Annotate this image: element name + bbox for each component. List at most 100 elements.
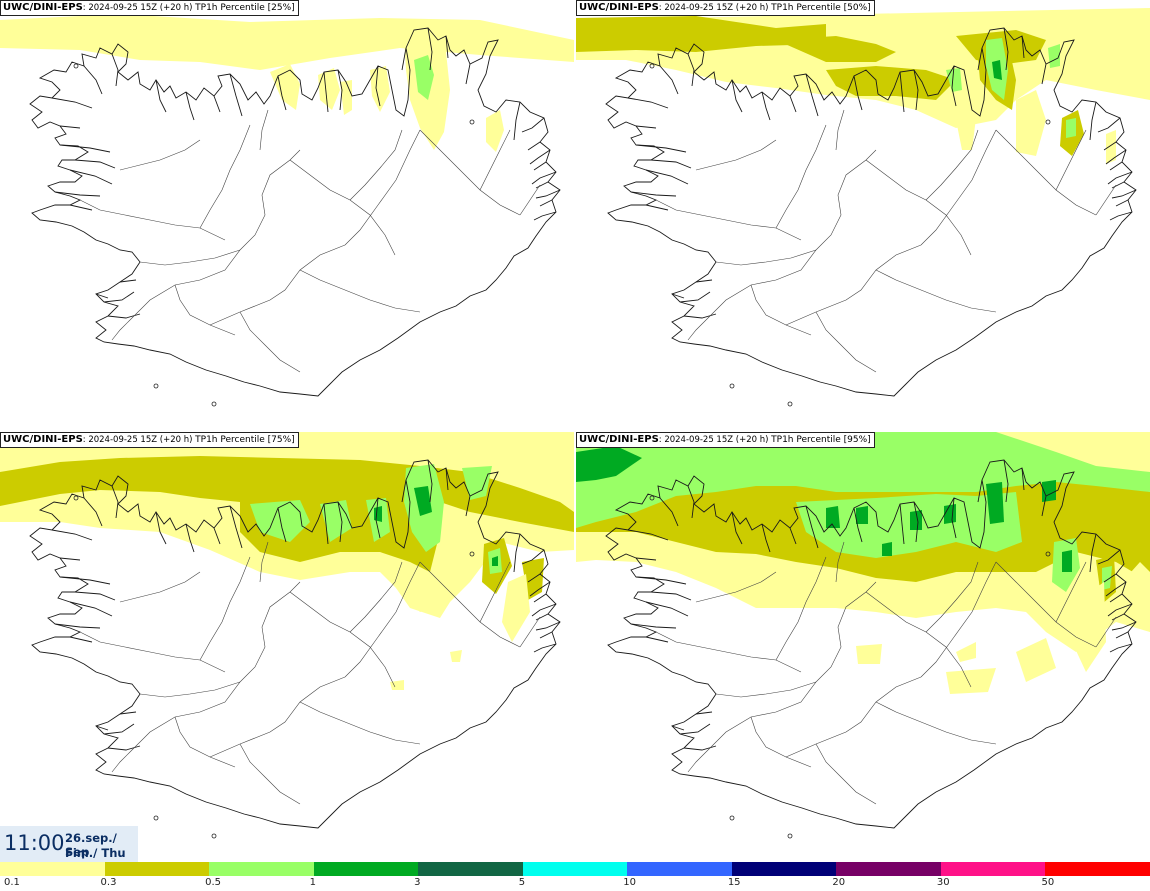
valid-time-clock: 11:00 — [4, 831, 65, 855]
fjord-line — [913, 501, 919, 543]
precip-area — [1102, 566, 1112, 590]
fjord-line — [951, 65, 957, 107]
boundary-line — [835, 109, 845, 151]
fjord-line — [659, 65, 679, 95]
fjord-line — [630, 191, 677, 197]
fjord-line — [1089, 533, 1097, 573]
fjord-line — [731, 511, 743, 545]
island — [469, 551, 475, 557]
boundary-line — [344, 561, 421, 678]
model-name: UWC/DINI-EPS — [3, 434, 83, 445]
fjord-line — [1103, 573, 1117, 583]
fjord-line — [185, 91, 195, 121]
fjord-line — [645, 169, 689, 185]
islands — [649, 63, 1051, 407]
boundary-line — [119, 139, 201, 171]
boundary-line — [775, 124, 827, 229]
boundary-line — [705, 149, 877, 321]
run-info: : 2024-09-25 15Z (+20 h) — [82, 3, 196, 13]
fjord-line — [977, 479, 983, 503]
islands — [73, 495, 475, 839]
fjord-line — [521, 117, 545, 133]
fjord-line — [531, 603, 557, 617]
fjord-line — [635, 576, 687, 585]
island — [211, 401, 217, 407]
field-name: TP1h Percentile [50%] — [771, 3, 871, 13]
fjord-line — [513, 533, 521, 573]
precip-map — [0, 14, 574, 407]
legend-swatch — [731, 862, 837, 876]
boundary-line — [835, 541, 845, 583]
fjord-line — [513, 101, 521, 141]
fjord-line — [671, 293, 685, 299]
fjord-line — [1109, 161, 1123, 171]
legend-tick-label: 0.1 — [4, 877, 20, 888]
fjord-line — [465, 63, 471, 85]
fjord-line — [119, 711, 137, 715]
boundary-line — [174, 284, 236, 336]
fjord-line — [229, 73, 243, 117]
fjord-line — [789, 95, 797, 113]
precip-area — [910, 510, 922, 530]
fjord-line — [1109, 593, 1123, 603]
legend-swatch — [627, 862, 733, 876]
fjord-line — [465, 495, 471, 517]
precip-area — [1072, 582, 1106, 672]
legend-swatch — [522, 862, 628, 876]
precip-map — [576, 432, 1150, 839]
fjord-line — [659, 497, 679, 527]
fjord-line — [51, 97, 93, 109]
boundary-line — [775, 556, 827, 661]
islands — [73, 63, 475, 407]
boundary-line — [1095, 616, 1117, 648]
fjord-line — [683, 313, 717, 319]
boundary-line — [519, 184, 541, 216]
fjord-line — [277, 507, 287, 543]
boundary-line — [119, 571, 201, 603]
boundary-line — [1055, 561, 1087, 623]
boundary-line — [349, 129, 403, 201]
precip-area — [856, 644, 882, 664]
legend-swatch — [209, 862, 315, 876]
fjord-line — [1021, 467, 1025, 491]
fjord-line — [1041, 495, 1047, 517]
boundary-line — [129, 581, 301, 753]
precip-area — [956, 642, 976, 662]
legend-tick-label: 5 — [518, 877, 526, 888]
precip-area — [250, 500, 310, 542]
fjord-line — [805, 73, 819, 117]
boundary-line — [815, 743, 877, 805]
valid-time-box: 11:00 26.sep./ Sep Fim./ Thu — [0, 826, 138, 862]
coastline-outline — [605, 27, 1137, 397]
fjord-line — [69, 204, 93, 211]
fjord-line — [533, 211, 557, 221]
precip-area — [776, 36, 896, 62]
fjord-line — [533, 593, 547, 603]
run-info: : 2024-09-25 15Z (+20 h) — [82, 435, 196, 445]
precip-area — [944, 504, 956, 524]
fjord-line — [533, 161, 547, 171]
fjord-line — [375, 497, 381, 539]
boundary-line — [1095, 184, 1117, 216]
fjord-line — [95, 293, 109, 299]
model-name: UWC/DINI-EPS — [579, 434, 659, 445]
boundary-line — [111, 751, 131, 773]
islands — [649, 495, 1051, 839]
fjord-line — [527, 141, 541, 151]
fjord-line — [103, 291, 135, 303]
fjord-line — [535, 621, 561, 631]
legend-tick-label: 0.3 — [100, 877, 117, 888]
fjord-line — [650, 591, 692, 601]
boundary-line — [479, 129, 511, 191]
fjord-line — [1109, 643, 1133, 653]
fjord-line — [337, 69, 343, 111]
boundary-line — [750, 284, 812, 336]
boundary-lines — [79, 541, 541, 805]
island — [787, 833, 793, 839]
precip-area — [502, 574, 530, 642]
fjord-line — [899, 71, 905, 113]
fjord-line — [74, 591, 116, 601]
fjord-line — [1115, 631, 1129, 639]
boundary-line — [209, 244, 346, 326]
fjord-line — [535, 181, 549, 189]
